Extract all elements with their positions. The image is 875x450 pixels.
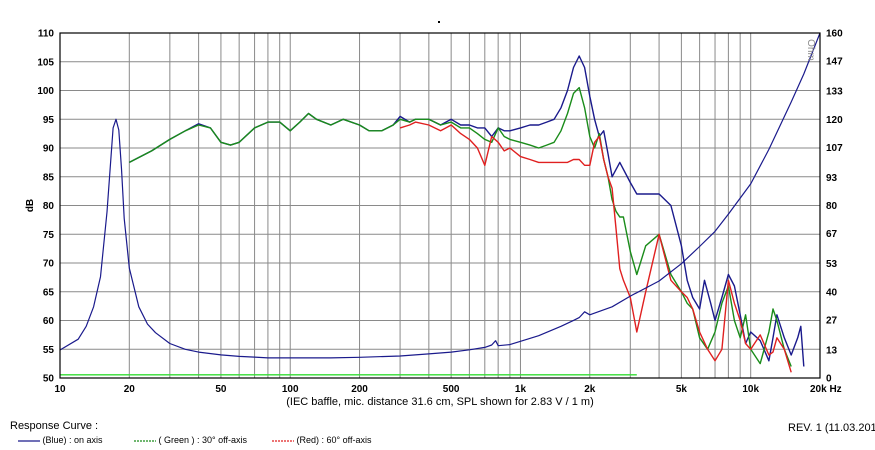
legend-label-blue: (Blue) : on axis [42, 435, 103, 445]
y-right-axis-label: Ohm [805, 39, 816, 61]
y-right-tick-label: 107 [826, 143, 843, 154]
y-left-axis-label: dB [25, 199, 36, 212]
legend-item-green: ( Green ) : 30° off-axis [134, 435, 247, 445]
legend-item-red: (Red) : 60° off-axis [272, 435, 371, 445]
chart-caption: (IEC baffle, mic. distance 31.6 cm, SPL … [286, 396, 594, 408]
y-left-tick-label: 80 [43, 201, 55, 212]
y-left-tick-label: 60 [43, 316, 55, 327]
x-tick-label: 20 [124, 384, 136, 395]
marker-dot [438, 21, 440, 23]
y-right-tick-label: 27 [826, 315, 838, 326]
plot-frame [59, 32, 821, 379]
legend-heading: Response Curve : [10, 420, 99, 432]
x-tick-label: 20k Hz [810, 384, 842, 395]
y-left-tick-label: 75 [43, 230, 55, 241]
x-tick-label: 200 [351, 384, 368, 395]
y-right-tick-label: 80 [826, 201, 838, 212]
revision-label: REV. 1 (11.03.2016) [788, 422, 875, 434]
legend-label-red: (Red) : 60° off-axis [296, 435, 372, 445]
y-left-tick-label: 105 [37, 57, 54, 68]
y-right-tick-label: 93 [826, 173, 838, 184]
legend-label-green: ( Green ) : 30° off-axis [158, 435, 247, 445]
y-right-tick-label: 120 [826, 115, 843, 126]
x-tick-label: 2k [584, 384, 596, 395]
series-line-1 [128, 86, 792, 367]
y-left-tick-label: 85 [43, 172, 55, 183]
y-left-tick-label: 100 [37, 86, 54, 97]
x-tick-label: 10k [742, 384, 759, 395]
x-tick-label: 5k [676, 384, 688, 395]
series-line-2 [399, 121, 792, 373]
y-right-tick-label: 40 [826, 287, 838, 298]
y-right-tick-label: 133 [826, 87, 843, 98]
y-left-tick-label: 110 [38, 29, 55, 40]
y-left-tick-label: 55 [43, 345, 55, 356]
legend-item-blue: (Blue) : on axis [18, 435, 103, 445]
y-right-tick-label: 0 [826, 374, 832, 385]
y-right-tick-label: 147 [826, 57, 843, 68]
y-left-tick-label: 50 [43, 374, 55, 385]
y-left-tick-label: 95 [43, 115, 55, 126]
x-tick-label: 100 [282, 384, 299, 395]
x-tick-label: 10 [54, 384, 66, 395]
x-tick-label: 50 [215, 384, 227, 395]
x-tick-label: 1k [515, 384, 527, 395]
y-right-tick-label: 160 [826, 29, 843, 40]
x-tick-label: 500 [443, 384, 460, 395]
y-right-tick-label: 13 [826, 345, 838, 356]
y-right-tick-label: 53 [826, 259, 838, 270]
series-line-3 [59, 32, 821, 359]
y-left-tick-label: 65 [43, 287, 55, 298]
y-left-tick-label: 90 [43, 144, 55, 155]
y-right-tick-label: 67 [826, 229, 838, 240]
y-left-tick-label: 70 [43, 259, 55, 270]
